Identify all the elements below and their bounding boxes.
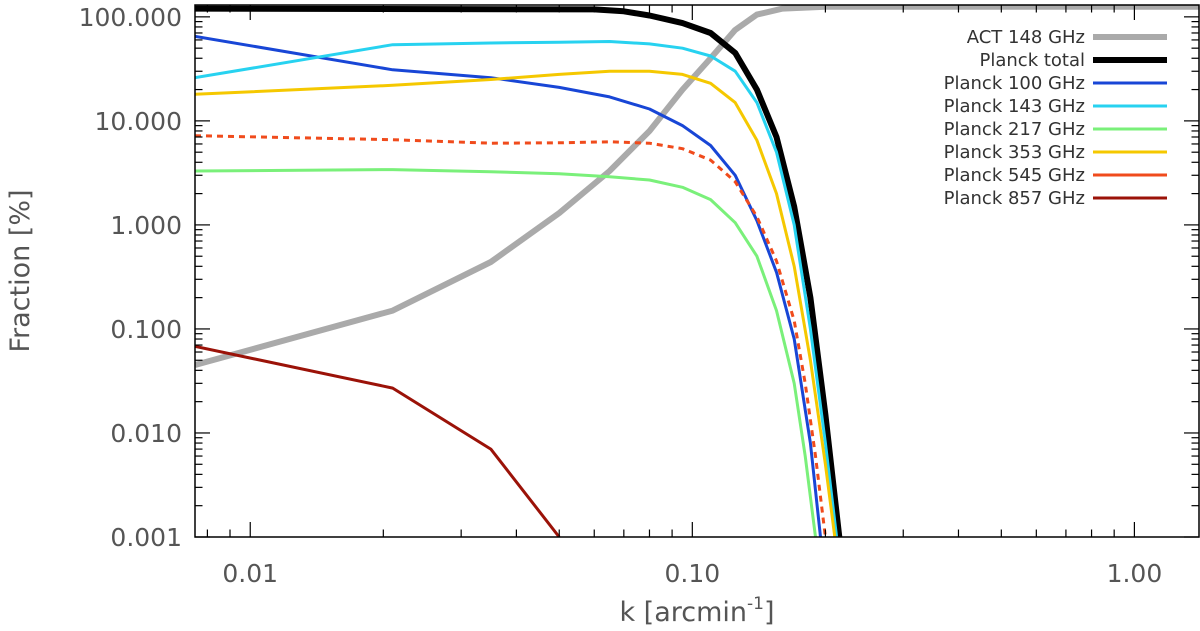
y-tick-label: 0.100	[110, 315, 182, 344]
x-axis-label-text: k [arcmin	[619, 597, 747, 628]
legend-label-planck-100-ghz: Planck 100 GHz	[944, 73, 1085, 94]
y-tick-label: 0.001	[110, 523, 182, 552]
y-axis-label: Fraction [%]	[5, 189, 36, 352]
series-line-act-148-ghz	[195, 5, 1199, 368]
x-axis-label: k [arcmin-1]	[619, 594, 774, 628]
y-tick-label: 1.000	[110, 211, 182, 240]
legend-label-act-148-ghz: ACT 148 GHz	[967, 27, 1085, 48]
series-line-planck-857-ghz	[195, 344, 561, 537]
legend-label-planck-353-ghz: Planck 353 GHz	[944, 142, 1085, 163]
legend-label-planck-143-ghz: Planck 143 GHz	[944, 96, 1085, 117]
x-tick-label: 0.01	[222, 559, 278, 588]
series-line-planck-100-ghz	[195, 34, 822, 537]
x-tick-label: 0.10	[664, 559, 720, 588]
legend-label-planck-545-ghz: Planck 545 GHz	[944, 165, 1085, 186]
series-line-planck-143-ghz	[195, 40, 839, 537]
series-line-planck-217-ghz	[195, 168, 817, 537]
x-axis-label-exponent: -1	[747, 594, 764, 614]
legend-label-planck-total: Planck total	[980, 50, 1086, 71]
y-tick-label: 0.010	[110, 419, 182, 448]
y-tick-label: 10.000	[95, 107, 182, 136]
y-tick-label: 100.000	[79, 3, 182, 32]
x-tick-label: 1.00	[1107, 559, 1163, 588]
series-line-planck-353-ghz	[195, 69, 837, 537]
legend-label-planck-217-ghz: Planck 217 GHz	[944, 119, 1085, 140]
plot-frame	[194, 4, 1200, 538]
series-line-planck-545-ghz	[195, 134, 827, 537]
x-axis-label-close: ]	[764, 597, 775, 628]
legend-label-planck-857-ghz: Planck 857 GHz	[944, 188, 1085, 209]
ticks-layer: 0.01 0.10 1.00 0.001 0.010 0.100 1.000 10.000 10…	[79, 3, 1199, 588]
series-line-planck-total	[195, 5, 843, 537]
